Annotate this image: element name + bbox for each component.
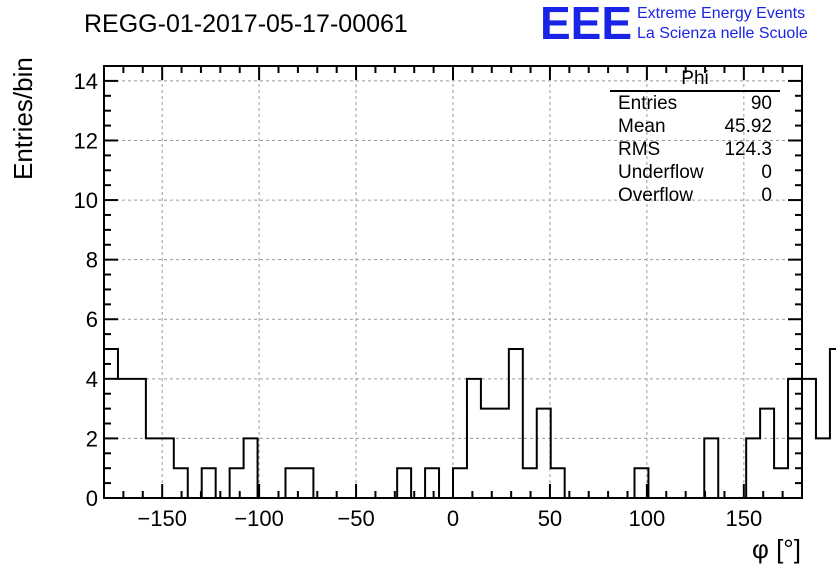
histogram-bin <box>244 438 258 498</box>
stats-title: Phi <box>610 68 780 92</box>
y-tick-label: 14 <box>74 69 98 94</box>
histogram-bin <box>467 379 481 498</box>
x-tick-label: −100 <box>234 506 284 531</box>
stats-row-underflow: Underflow 0 <box>610 161 780 184</box>
x-axis-label: φ [°] <box>752 534 801 564</box>
histogram-bin <box>397 468 411 498</box>
stats-label: Underflow <box>618 162 704 183</box>
y-tick-label: 0 <box>86 486 98 511</box>
histogram-bin <box>704 438 718 498</box>
histogram-bin <box>230 468 244 498</box>
stats-row-overflow: Overflow 0 <box>610 184 780 207</box>
stats-row-entries: Entries 90 <box>610 92 780 115</box>
y-tick-label: 10 <box>74 188 98 213</box>
histogram-bin <box>760 409 774 498</box>
histogram-bin <box>453 468 467 498</box>
y-axis-label: Entries/bin <box>8 57 38 180</box>
histogram-bin <box>746 438 760 498</box>
stats-value: 90 <box>750 93 772 114</box>
y-tick-label: 2 <box>86 426 98 451</box>
histogram-bin <box>202 468 216 498</box>
histogram-bin <box>495 409 509 498</box>
histogram-bin <box>537 409 551 498</box>
histogram-bin <box>146 438 160 498</box>
histogram-bin <box>509 349 523 498</box>
histogram-bins <box>104 319 836 498</box>
stats-label: Overflow <box>618 185 693 206</box>
stats-value: 0 <box>761 162 772 183</box>
stats-value: 45.92 <box>724 116 772 137</box>
histogram-bin <box>118 379 132 498</box>
stats-value: 124.3 <box>724 139 772 160</box>
histogram-bin <box>802 379 816 498</box>
logo-caption: Extreme Energy Events La Scienza nelle S… <box>637 4 808 44</box>
stats-row-mean: Mean 45.92 <box>610 115 780 138</box>
x-tick-labels: −150 −100 −50 0 50 100 150 <box>137 506 762 531</box>
y-tick-label: 4 <box>86 367 98 392</box>
x-tick-label: 50 <box>538 506 562 531</box>
logo-caption-line1: Extreme Energy Events <box>637 5 806 22</box>
y-tick-label: 8 <box>86 248 98 273</box>
histogram-bin <box>774 468 788 498</box>
x-tick-label: 0 <box>447 506 459 531</box>
y-tick-label: 12 <box>74 128 98 153</box>
histogram-bin <box>551 468 565 498</box>
histogram-bin <box>132 379 146 498</box>
histogram-bin <box>830 349 836 498</box>
x-tick-label: −150 <box>137 506 187 531</box>
histogram-bin <box>299 468 313 498</box>
histogram-bin <box>425 468 439 498</box>
plot-title: REGG-01-2017-05-17-00061 <box>84 10 408 38</box>
grid-lines <box>104 66 802 498</box>
stats-label: Entries <box>618 93 678 114</box>
x-tick-label: 100 <box>629 506 666 531</box>
stats-label: Mean <box>618 116 666 137</box>
axis-ticks <box>103 65 803 499</box>
y-tick-labels: 0 2 4 6 8 10 12 14 <box>74 69 98 511</box>
histogram-bin <box>816 438 830 498</box>
stats-value: 0 <box>761 185 772 206</box>
y-tick-label: 6 <box>86 307 98 332</box>
x-tick-label: 150 <box>725 506 762 531</box>
histogram-bin <box>481 409 495 498</box>
x-tick-label: −50 <box>337 506 374 531</box>
stats-box: Phi Entries 90 Mean 45.92 RMS 124.3 Unde… <box>610 68 780 207</box>
stats-row-rms: RMS 124.3 <box>610 138 780 161</box>
logo-caption-line2: La Scienza nelle Scuole <box>637 25 808 42</box>
eee-logo: EEE <box>540 0 633 49</box>
stats-label: RMS <box>618 139 661 160</box>
